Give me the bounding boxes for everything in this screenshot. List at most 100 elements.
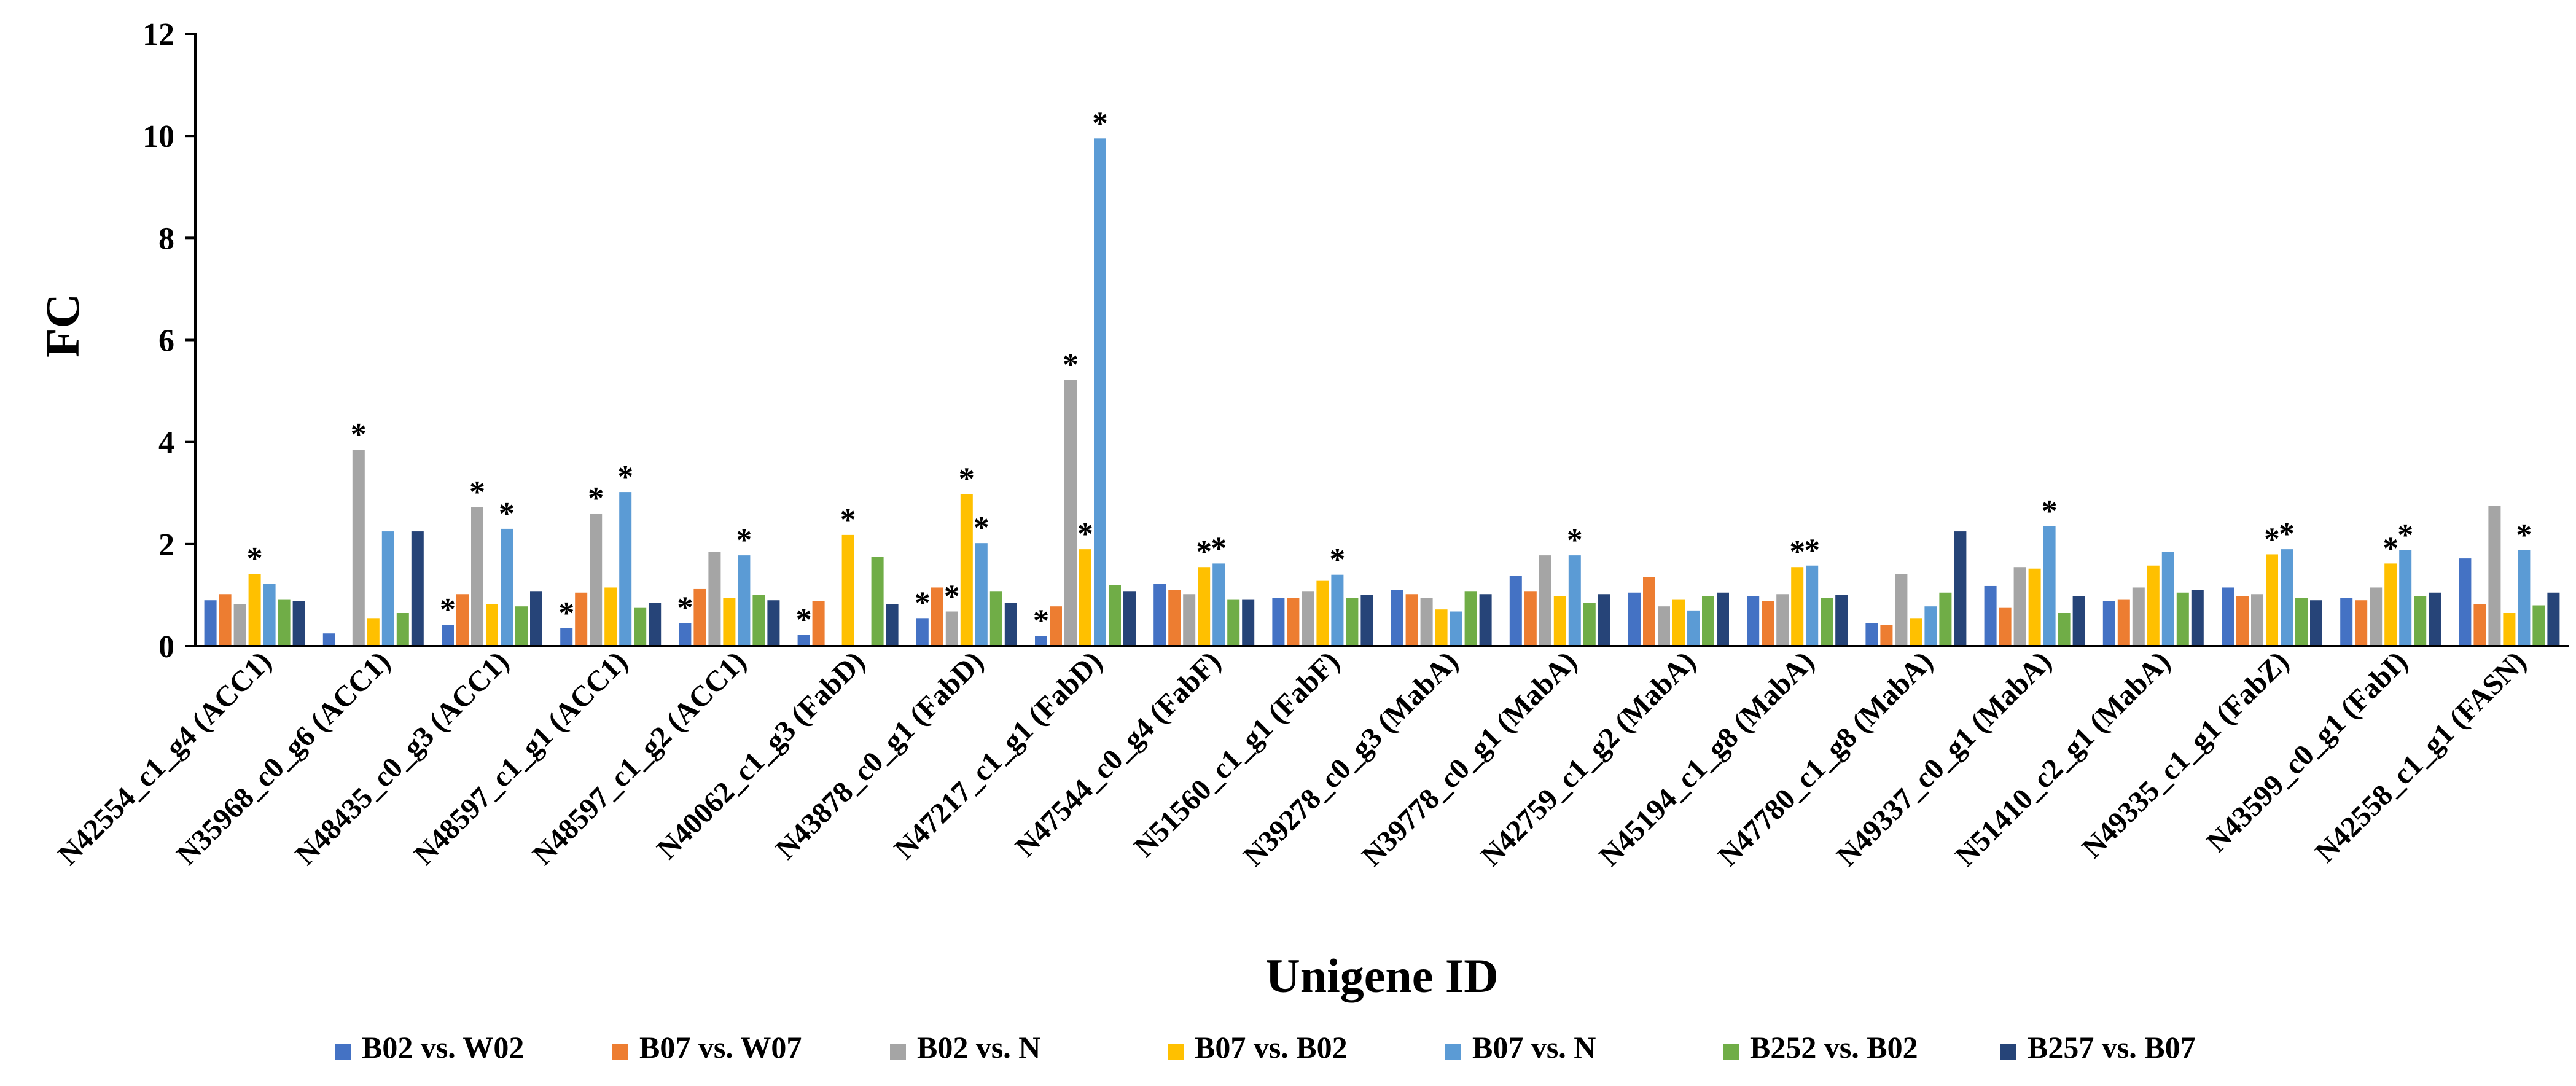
bar [1346,598,1359,646]
significance-star: * [440,592,456,627]
significance-star: * [915,585,931,620]
bar [2473,604,2486,646]
bar [2058,612,2071,646]
significance-star: * [588,481,604,516]
bar [1628,592,1641,646]
bar [2532,605,2545,646]
significance-star: * [351,417,367,452]
bar [2355,600,2368,646]
bar [1806,565,1819,646]
significance-star: * [736,523,752,558]
bar [248,574,261,646]
bar [456,594,469,646]
legend-swatch [1445,1044,1461,1060]
bar [1450,611,1462,646]
legend-swatch [1168,1044,1184,1060]
bar [886,604,899,646]
bar [1702,596,1714,646]
bar [931,587,943,646]
significance-star: * [1211,531,1227,566]
bar [471,507,483,646]
y-tick-label: 0 [158,630,174,665]
y-tick-label: 6 [158,324,174,359]
significance-star: * [617,459,633,494]
significance-star: * [2279,517,2295,552]
bar [2236,596,2249,646]
bar [278,599,291,646]
bar [1212,563,1225,646]
significance-star: * [959,461,975,496]
bar [1509,576,1522,646]
bar-marks [204,138,2560,647]
significance-star: * [2383,531,2398,566]
bar [442,625,454,646]
x-tick-label: N48597_c1_g2 (ACC1) [526,645,752,871]
bar [634,607,647,646]
x-tick-label: N48597_c1_g1 (ACC1) [408,645,634,871]
bar [812,601,825,646]
significance-star: * [1077,517,1093,552]
bar [1123,591,1136,646]
legend-label: B02 vs. N [917,1030,1040,1065]
bar [1598,594,1610,646]
x-tick-label: N39778_c0_g1 (MabA) [1356,645,1583,872]
bar [752,595,765,646]
bar [1079,549,1091,646]
bar [1524,591,1537,646]
significance-star: * [1196,534,1212,569]
bar [871,557,884,646]
legend-label: B07 vs. B02 [1195,1030,1348,1065]
legend-label: B07 vs. W07 [639,1030,802,1065]
bar [1479,594,1492,646]
x-axis-title: Unigene ID [1265,949,1498,1002]
bar [1153,584,1166,646]
y-axis-title: FC [36,294,89,357]
bar [2488,506,2501,646]
bar [2266,554,2278,646]
bar [619,492,632,646]
legend-label: B257 vs. B07 [2028,1030,2196,1065]
bar [2222,587,2234,646]
bar [2147,565,2160,646]
bar [1747,596,1760,646]
significance-star: * [1329,542,1345,577]
bar [1939,592,1952,646]
bar [1050,606,1062,646]
bar [1643,577,1655,646]
bar [204,600,217,646]
bar [797,635,810,646]
bar [1094,138,1106,647]
x-tick-label: N47217_c1_g1 (FabD) [888,645,1109,865]
bar [1464,591,1477,646]
bar [2547,592,2560,646]
bar [1004,603,1017,646]
legend-swatch [612,1044,628,1060]
bar [1272,598,1285,646]
bar [1910,618,1922,646]
legend-swatch [335,1044,351,1060]
bar [1658,606,1670,646]
bar [767,600,780,646]
bar [1198,567,1211,646]
bar [1924,606,1937,646]
x-tick-label: N35968_c0_g6 (ACC1) [170,645,396,871]
bar [1035,636,1047,646]
bar [2399,550,2412,646]
bar [1672,599,1685,646]
significance-star: * [1804,533,1820,568]
bar [989,591,1002,646]
bar [1331,574,1344,646]
bar [693,588,706,646]
bar [2161,552,2174,646]
significance-star: * [1063,347,1079,382]
bar [2429,592,2441,646]
significance-star: * [1092,106,1108,141]
bar [1183,594,1196,646]
bar [530,591,542,646]
bar [1360,595,1373,646]
bar [1391,590,1403,646]
bar [1865,623,1878,646]
significance-star: * [974,510,989,545]
bar [1435,609,1448,646]
bar [945,611,958,646]
